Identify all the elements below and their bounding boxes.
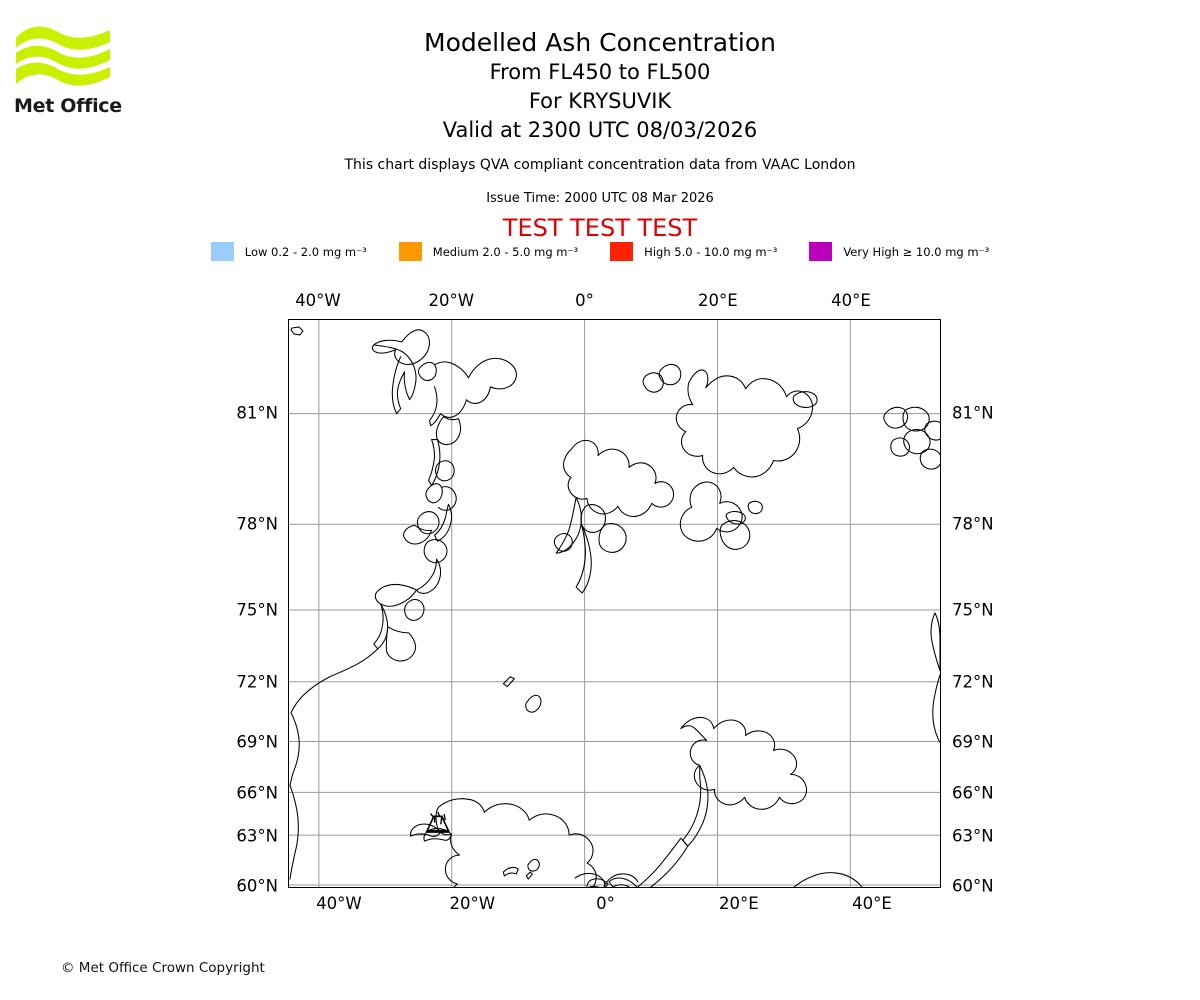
- copyright-notice: © Met Office Crown Copyright: [61, 960, 265, 976]
- volcano-subtitle: For KRYSUVIK: [528, 89, 672, 113]
- lat-tick-label-right: 72°N: [952, 672, 994, 692]
- lat-tick-label-right: 78°N: [952, 514, 994, 534]
- met-office-wordmark: Met Office: [14, 95, 122, 117]
- lon-tick-label-bottom: 0°: [596, 894, 615, 913]
- volcano-plume-icon: [430, 813, 435, 818]
- valid-time-subtitle: Valid at 2300 UTC 08/03/2026: [442, 118, 758, 142]
- lat-tick-label-right: 60°N: [952, 876, 994, 896]
- flight-level-subtitle: From FL450 to FL500: [489, 60, 711, 84]
- ash-concentration-map: 40°W 40°W 20°W 20°W 0° 0° 20°E 20°E 40°E 40°E 81°N…: [236, 291, 993, 913]
- met-office-logo: Met Office: [14, 22, 134, 117]
- lat-tick-label-left: 72°N: [236, 672, 278, 692]
- qva-compliance-note: This chart displays QVA compliant concen…: [344, 157, 856, 173]
- lat-tick-label-left: 69°N: [236, 732, 278, 752]
- legend-label-very-high: Very High ≥ 10.0 mg m⁻³: [843, 244, 990, 259]
- legend-label-medium: Medium 2.0 - 5.0 mg m⁻³: [432, 244, 579, 259]
- lat-tick-label-right: 81°N: [952, 403, 994, 423]
- volcano-marker-krysuvik: [425, 811, 451, 833]
- lat-tick-label-right: 63°N: [952, 826, 994, 846]
- lat-tick-label-right: 75°N: [952, 600, 994, 620]
- legend-swatch-low: [210, 242, 234, 261]
- coastlines: [289, 326, 940, 887]
- volcano-plume-icon: [443, 813, 446, 821]
- legend-item-very-high: Very High ≥ 10.0 mg m⁻³: [809, 242, 989, 261]
- volcano-plume-icon: [440, 816, 443, 825]
- lat-tick-label-right: 69°N: [952, 732, 994, 752]
- legend-swatch-medium: [398, 242, 422, 261]
- lon-tick-label-top: 20°E: [697, 291, 738, 310]
- lat-tick-label-right: 66°N: [952, 783, 994, 803]
- lon-tick-label-bottom: 40°E: [852, 894, 892, 913]
- issue-time-label: Issue Time: 2000 UTC 08 Mar 2026: [486, 191, 714, 206]
- lon-tick-label-top: 40°E: [831, 291, 871, 310]
- chart-title-block: Modelled Ash Concentration From FL450 to…: [0, 28, 1200, 145]
- concentration-legend: Low 0.2 - 2.0 mg m⁻³ Medium 2.0 - 5.0 mg…: [0, 242, 1200, 261]
- map-frame: [288, 319, 941, 888]
- test-banner: TEST TEST TEST: [502, 214, 698, 242]
- lat-tick-label-left: 66°N: [236, 783, 278, 803]
- lon-tick-label-bottom: 20°W: [449, 894, 496, 913]
- legend-item-high: High 5.0 - 10.0 mg m⁻³: [610, 242, 777, 261]
- lon-tick-label-bottom: 40°W: [316, 894, 362, 913]
- lon-tick-label-top: 20°W: [428, 291, 475, 310]
- met-office-wave-icon: [16, 26, 110, 86]
- legend-item-medium: Medium 2.0 - 5.0 mg m⁻³: [398, 242, 579, 261]
- legend-swatch-very-high: [809, 242, 833, 261]
- lat-tick-label-left: 78°N: [236, 514, 278, 534]
- graticule-gridlines: [289, 320, 940, 887]
- map-canvas: [289, 320, 940, 887]
- legend-item-low: Low 0.2 - 2.0 mg m⁻³: [210, 242, 367, 261]
- legend-label-high: High 5.0 - 10.0 mg m⁻³: [644, 244, 778, 259]
- lat-tick-label-left: 81°N: [236, 403, 278, 423]
- legend-label-low: Low 0.2 - 2.0 mg m⁻³: [244, 244, 367, 259]
- lon-tick-label-top: 0°: [575, 291, 594, 310]
- volcano-plume-icon: [437, 811, 441, 818]
- lon-tick-label-top: 40°W: [295, 291, 341, 310]
- lon-tick-label-bottom: 20°E: [718, 894, 759, 913]
- legend-swatch-high: [610, 242, 634, 261]
- lat-tick-label-left: 63°N: [236, 826, 278, 846]
- lat-tick-label-left: 75°N: [236, 600, 278, 620]
- page-title: Modelled Ash Concentration: [424, 28, 776, 57]
- lat-tick-label-left: 60°N: [236, 876, 278, 896]
